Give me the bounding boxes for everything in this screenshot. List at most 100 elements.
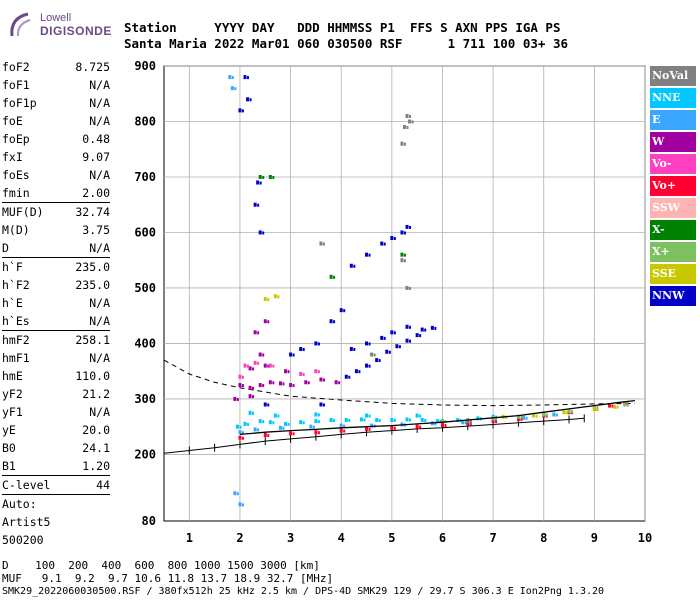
data-point: [344, 374, 348, 379]
legend-entry: X-: [650, 220, 696, 240]
data-point: [348, 419, 351, 423]
data-point: [262, 384, 265, 388]
data-point: [375, 358, 379, 363]
data-point: [435, 419, 439, 424]
data-point: [403, 253, 406, 257]
y-tick-label: 600: [134, 225, 156, 239]
data-point: [319, 402, 323, 407]
param-value: 24.1: [82, 441, 110, 455]
param-value: 8.725: [75, 60, 110, 74]
param-row: h`E N/A: [2, 294, 110, 312]
data-point: [258, 383, 262, 388]
data-point: [555, 413, 558, 417]
data-point: [408, 119, 412, 124]
param-row: yF1 N/A: [2, 403, 110, 421]
data-point: [289, 352, 293, 357]
data-point: [253, 360, 257, 365]
data-point: [405, 224, 409, 229]
data-point: [349, 263, 353, 268]
data-point: [272, 421, 275, 425]
data-point: [626, 403, 629, 407]
data-point: [403, 125, 406, 130]
data-point: [230, 86, 234, 91]
data-point: [461, 420, 465, 425]
x-tick-label: 6: [439, 531, 446, 545]
param-value: N/A: [89, 351, 110, 365]
data-point: [373, 353, 376, 357]
data-point: [415, 333, 419, 338]
param-value: 3.75: [82, 223, 110, 237]
param-label: fxI: [2, 150, 23, 164]
data-point: [370, 423, 374, 428]
data-point: [516, 414, 520, 419]
data-point: [329, 274, 333, 279]
legend-entry: W: [650, 132, 696, 152]
param-value: 2.00: [82, 186, 110, 200]
data-point: [545, 413, 548, 417]
data-point: [388, 350, 391, 354]
data-point: [567, 409, 571, 414]
data-point: [249, 98, 252, 102]
data-point: [383, 242, 386, 246]
data-point: [241, 436, 244, 440]
data-point: [521, 415, 525, 420]
data-point: [257, 361, 260, 365]
data-point: [562, 410, 566, 415]
data-point: [400, 258, 404, 263]
y-tick-label: 700: [134, 170, 156, 184]
legend-entry: NNW: [650, 286, 696, 306]
data-point: [375, 418, 379, 423]
data-point: [262, 175, 265, 179]
data-point: [409, 325, 412, 329]
data-point: [257, 428, 260, 432]
data-point: [380, 241, 384, 246]
data-point: [292, 353, 295, 357]
data-point: [309, 424, 313, 429]
y-tick-label: 400: [134, 336, 156, 350]
data-point: [338, 381, 341, 385]
data-point: [419, 334, 422, 338]
param-row: foF1p N/A: [2, 94, 110, 112]
x-tick-label: 4: [338, 531, 345, 545]
data-point: [241, 431, 244, 435]
param-value: N/A: [89, 78, 110, 92]
data-point: [565, 411, 568, 415]
data-point: [322, 378, 325, 382]
data-point: [363, 418, 366, 422]
data-point: [393, 331, 396, 335]
data-point: [243, 75, 247, 80]
param-label: h`Es: [2, 314, 30, 328]
data-point: [299, 346, 303, 351]
data-point: [365, 363, 369, 368]
param-value: 110.0: [75, 369, 110, 383]
data-point: [333, 275, 336, 279]
data-point: [233, 491, 237, 496]
data-point: [390, 330, 394, 335]
data-point: [263, 319, 267, 324]
data-point: [234, 87, 237, 91]
data-point: [252, 395, 255, 399]
param-label: foF2: [2, 60, 30, 74]
data-point: [409, 286, 412, 290]
data-point: [258, 230, 262, 235]
data-point: [390, 425, 394, 430]
param-value: 32.74: [75, 205, 110, 219]
data-point: [469, 422, 472, 426]
data-point: [415, 413, 419, 418]
data-point: [542, 412, 546, 417]
data-point: [411, 120, 414, 124]
data-point: [238, 383, 242, 388]
param-label: D: [2, 241, 9, 255]
data-point: [278, 425, 282, 430]
legend-entry: NoVal: [650, 66, 696, 86]
data-point: [289, 383, 293, 388]
param-row: fmin 2.00: [2, 184, 110, 202]
data-point: [262, 420, 265, 424]
data-point: [263, 432, 267, 437]
data-point: [419, 414, 422, 418]
file-info-row: SMK29_2022060030500.RSF / 380fx512h 25 k…: [2, 586, 605, 597]
data-point: [233, 396, 237, 401]
param-row: 500200: [2, 531, 110, 549]
param-row: foF2 8.725: [2, 58, 110, 76]
